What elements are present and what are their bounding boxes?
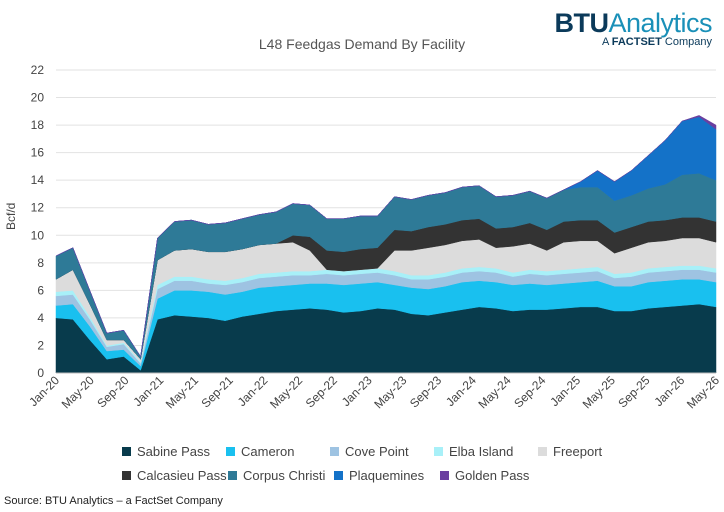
y-tick-label: 12 <box>31 201 45 215</box>
x-tick-label: Jan-22 <box>235 373 271 409</box>
x-tick-label: Sep-20 <box>94 373 131 410</box>
y-tick-label: 14 <box>31 173 45 187</box>
x-tick-label: May-22 <box>267 373 305 411</box>
legend-swatch <box>122 470 131 480</box>
y-tick-label: 6 <box>37 283 44 297</box>
x-tick-label: May-24 <box>476 373 514 411</box>
legend-label: Calcasieu Pass <box>137 467 227 483</box>
legend-label: Plaquemines <box>349 467 425 483</box>
legend-item-elba-island: Elba Island <box>434 444 538 459</box>
y-tick-label: 0 <box>37 366 44 380</box>
x-tick-label: Sep-23 <box>407 373 444 410</box>
x-tick-label: Jan-21 <box>130 373 166 409</box>
x-tick-label: May-23 <box>371 373 409 411</box>
legend-item-freeport: Freeport <box>538 444 642 459</box>
legend-row: Sabine Pass Cameron Cove Point Elba Island F… <box>122 439 642 463</box>
y-tick-label: 16 <box>31 146 45 160</box>
chart-legend: Sabine Pass Cameron Cove Point Elba Island F… <box>122 439 642 487</box>
legend-label: Sabine Pass <box>137 443 210 459</box>
x-tick-label: Jan-24 <box>443 373 479 409</box>
y-tick-label: 18 <box>31 118 45 132</box>
legend-swatch <box>538 446 547 456</box>
source-note: Source: BTU Analytics – a FactSet Compan… <box>4 495 223 507</box>
x-tick-label: Sep-21 <box>199 373 236 410</box>
legend-swatch <box>440 470 449 480</box>
x-tick-label: May-21 <box>163 373 201 411</box>
legend-swatch <box>226 446 235 456</box>
legend-label: Cameron <box>241 443 295 459</box>
chart-title: L48 Feedgas Demand By Facility <box>258 36 466 52</box>
brand-logo: BTUAnalytics A FACTSET Company <box>554 8 712 48</box>
legend-swatch <box>228 470 237 480</box>
legend-item-sabine-pass: Sabine Pass <box>122 444 226 459</box>
legend-swatch <box>122 446 131 456</box>
y-tick-label: 2 <box>37 338 44 352</box>
plot-area: 0246810121416182022Jan-20May-20Sep-20Jan… <box>26 63 722 411</box>
legend-item-golden-pass: Golden Pass <box>440 468 546 483</box>
legend-item-corpus-christi: Corpus Christi <box>228 468 334 483</box>
x-tick-label: Sep-25 <box>615 373 652 410</box>
x-tick-label: Jan-25 <box>547 373 583 409</box>
legend-row: Calcasieu Pass Corpus Christi Plaquemines G… <box>122 463 642 487</box>
y-tick-label: 22 <box>31 63 45 77</box>
legend-item-cameron: Cameron <box>226 444 330 459</box>
logo-tagline-suffix: Company <box>664 36 712 48</box>
legend-label: Corpus Christi <box>243 467 326 483</box>
x-tick-label: May-25 <box>580 373 618 411</box>
logo-tagline-prefix: A <box>601 36 609 48</box>
x-tick-label: Jan-23 <box>339 373 375 409</box>
legend-label: Golden Pass <box>455 467 530 483</box>
y-tick-label: 4 <box>37 311 44 325</box>
legend-item-plaquemines: Plaquemines <box>334 468 440 483</box>
legend-label: Elba Island <box>449 443 514 459</box>
legend-item-calcasieu-pass: Calcasieu Pass <box>122 468 228 483</box>
y-tick-label: 20 <box>31 91 45 105</box>
x-tick-label: Sep-22 <box>303 373 340 410</box>
logo-tagline: A FACTSET Company <box>554 36 712 48</box>
series-area-golden-pass <box>55 115 717 358</box>
logo-product: Analytics <box>608 8 712 38</box>
legend-swatch <box>330 446 339 456</box>
x-tick-label: Jan-26 <box>652 373 688 409</box>
logo-brand: BTU <box>554 8 609 38</box>
legend-swatch <box>334 470 343 480</box>
x-tick-label: Sep-24 <box>511 373 548 410</box>
y-tick-label: 8 <box>37 256 44 270</box>
x-tick-label: May-20 <box>59 373 97 411</box>
logo-tagline-brand: FACTSET <box>611 36 662 48</box>
y-tick-label: 10 <box>31 228 45 242</box>
legend-label: Freeport <box>553 443 603 459</box>
x-tick-label: May-26 <box>684 373 722 411</box>
x-tick-label: Jan-20 <box>26 373 62 409</box>
legend-label: Cove Point <box>345 443 409 459</box>
legend-swatch <box>434 446 443 456</box>
legend-item-cove-point: Cove Point <box>330 444 434 459</box>
